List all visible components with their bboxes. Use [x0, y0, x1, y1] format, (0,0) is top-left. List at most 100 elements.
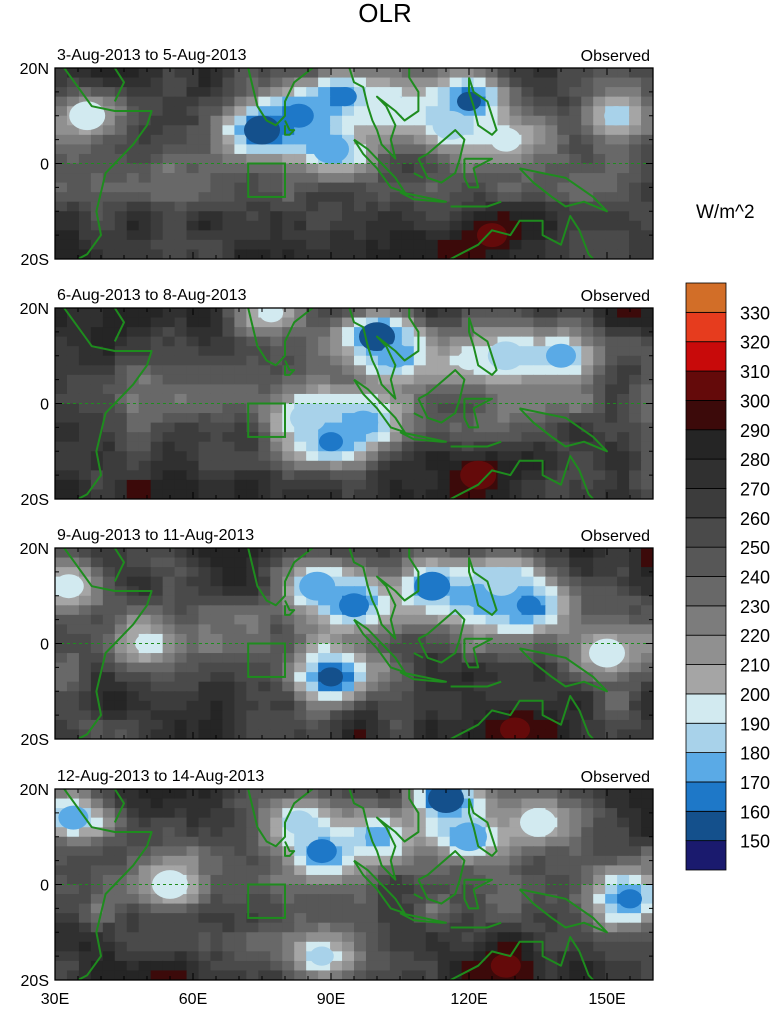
olr-feature-3 — [365, 827, 389, 847]
olr-feature-11 — [477, 223, 507, 248]
olr-feature-10 — [460, 460, 497, 490]
panel-label-observed: Observed — [581, 288, 650, 305]
y-tick-label: 0 — [40, 637, 49, 654]
colorbar-swatch — [685, 722, 727, 754]
colorbar-swatch — [685, 576, 727, 607]
olr-feature-7 — [432, 110, 469, 140]
olr-feature-11 — [490, 953, 521, 978]
coastlines — [63, 68, 608, 259]
olr-feature-1 — [428, 789, 464, 813]
olr-feature-8 — [546, 343, 576, 368]
reference-box — [247, 642, 286, 678]
colorbar-label: 300 — [740, 391, 770, 411]
panel-label-observed: Observed — [581, 48, 650, 65]
map-panel-1: 3-Aug-2013 to 5-Aug-2013 Observed 20N 0 20S — [20, 47, 654, 269]
olr-feature-7 — [520, 808, 556, 837]
olr-feature-2 — [283, 103, 314, 128]
colorbar-swatch — [685, 810, 727, 842]
colorbar-label: 260 — [740, 509, 770, 529]
olr-feature-3 — [332, 87, 357, 107]
coastlines — [63, 308, 608, 499]
panel-title: 6-Aug-2013 to 8-Aug-2013 — [57, 287, 247, 304]
colorbar-swatch — [685, 634, 727, 665]
colorbar-label: 270 — [740, 479, 770, 499]
colorbar-swatch — [685, 429, 727, 460]
y-tick-label: 20S — [21, 252, 49, 269]
colorbar-swatch — [685, 341, 727, 372]
olr-feature-5 — [283, 810, 314, 835]
panel-title: 3-Aug-2013 to 5-Aug-2013 — [57, 47, 247, 64]
colorbar-label: 280 — [740, 450, 770, 470]
olr-feature-10 — [589, 638, 625, 668]
panel-label-observed: Observed — [581, 769, 650, 786]
colorbar-label: 240 — [740, 568, 770, 588]
colorbar-label: 320 — [740, 333, 770, 353]
olr-feature-11 — [500, 717, 530, 739]
olr-feature-6 — [259, 308, 284, 323]
olr-field — [55, 68, 653, 259]
colorbar-label: 160 — [740, 802, 770, 822]
colorbar-swatch — [685, 840, 727, 871]
olr-feature-5 — [463, 583, 494, 608]
olr-field — [55, 308, 653, 499]
colorbar-swatch — [685, 517, 727, 548]
olr-feature-9 — [309, 946, 334, 966]
x-tick-label: 90E — [317, 991, 345, 1008]
olr-feature-5 — [348, 410, 379, 435]
colorbar-swatch — [685, 399, 727, 431]
panel-title: 12-Aug-2013 to 14-Aug-2013 — [57, 768, 264, 785]
colorbar-swatch — [685, 458, 727, 489]
colorbar-label: 210 — [740, 656, 770, 676]
colorbar-swatch — [685, 370, 727, 401]
coastlines — [63, 548, 608, 739]
olr-feature-8 — [55, 574, 84, 599]
y-tick-label: 0 — [40, 397, 49, 414]
colorbar-label: 250 — [740, 538, 770, 558]
y-tick-label: 0 — [40, 157, 49, 174]
olr-feature-6 — [516, 595, 541, 615]
olr-feature-4 — [414, 571, 451, 601]
map-panel-4: 12-Aug-2013 to 14-Aug-2013 Observed 20N 0 20… — [20, 768, 654, 1008]
colorbar-swatch — [685, 664, 727, 695]
x-tick-label: 120E — [450, 991, 487, 1008]
y-tick-label: 20S — [21, 732, 49, 749]
map-panel-2: 6-Aug-2013 to 8-Aug-2013 Observed 20N 0 20S — [20, 287, 654, 509]
olr-feature-9 — [604, 106, 629, 126]
colorbar-label: 180 — [740, 744, 770, 764]
olr-feature-7 — [483, 567, 520, 596]
figure-title: OLR — [358, 0, 411, 28]
map-panel-3: 9-Aug-2013 to 11-Aug-2013 Observed 20N 0 20S — [20, 527, 654, 749]
reference-box — [247, 402, 286, 438]
colorbar-swatch — [685, 752, 727, 783]
reference-box — [247, 883, 286, 919]
x-tick-label: 30E — [41, 991, 69, 1008]
colorbar-unit-label: W/m^2 — [696, 202, 755, 223]
olr-feature-8 — [490, 127, 521, 152]
olr-feature-3 — [319, 432, 343, 452]
olr-field — [55, 548, 653, 739]
y-tick-label: 20S — [21, 492, 49, 509]
olr-feature-1 — [299, 571, 336, 601]
y-tick-label: 20S — [21, 973, 49, 990]
panels: 3-Aug-2013 to 5-Aug-2013 Observed20N020S6… — [20, 47, 654, 1008]
x-tick-label: 60E — [179, 991, 207, 1008]
olr-feature-6 — [618, 889, 642, 909]
olr-feature-1 — [244, 115, 280, 145]
colorbar: 150 160 170 180 190 200 210 220 230 240 250 260 270 2… — [685, 282, 770, 871]
y-tick-label: 20N — [20, 61, 49, 78]
olr-feature-10 — [69, 101, 106, 131]
olr-feature-2 — [306, 839, 337, 864]
y-tick-label: 20N — [20, 782, 49, 799]
colorbar-label: 220 — [740, 626, 770, 646]
colorbar-swatch — [685, 282, 727, 313]
olr-feature-4 — [313, 134, 349, 164]
colorbar-label: 190 — [740, 714, 770, 734]
olr-feature-4 — [290, 403, 326, 433]
colorbar-label: 200 — [740, 685, 770, 705]
y-tick-label: 20N — [20, 301, 49, 318]
colorbar-swatch — [685, 546, 727, 577]
olr-field — [55, 789, 653, 980]
colorbar-label: 310 — [740, 362, 770, 382]
olr-feature-4 — [451, 822, 487, 852]
